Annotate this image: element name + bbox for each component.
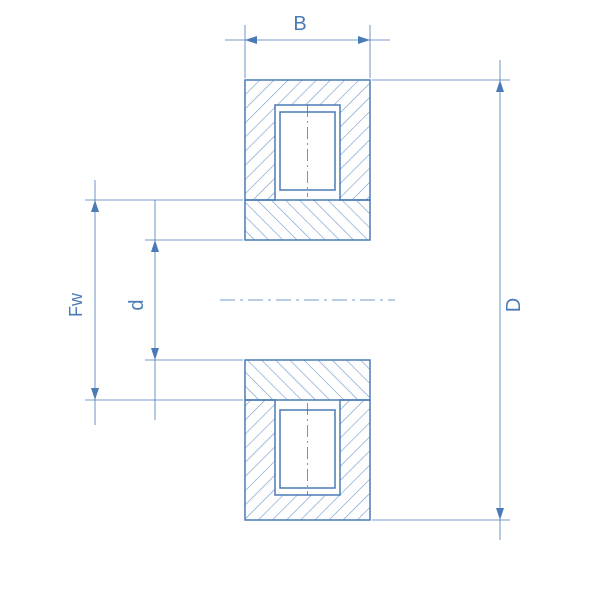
dimension-Fw: Fw [66, 180, 243, 425]
label-B: B [293, 13, 306, 35]
dimension-d: d [126, 200, 243, 420]
roller-bottom [280, 403, 335, 495]
bearing-cross-section-diagram: B D d Fw [0, 0, 600, 600]
label-d: d [126, 299, 148, 310]
label-D: D [503, 298, 525, 312]
inner-ring-top [245, 200, 370, 240]
roller-top [280, 105, 335, 197]
inner-ring-bottom [245, 360, 370, 400]
dimension-B: B [225, 13, 390, 78]
label-Fw: Fw [66, 292, 86, 317]
